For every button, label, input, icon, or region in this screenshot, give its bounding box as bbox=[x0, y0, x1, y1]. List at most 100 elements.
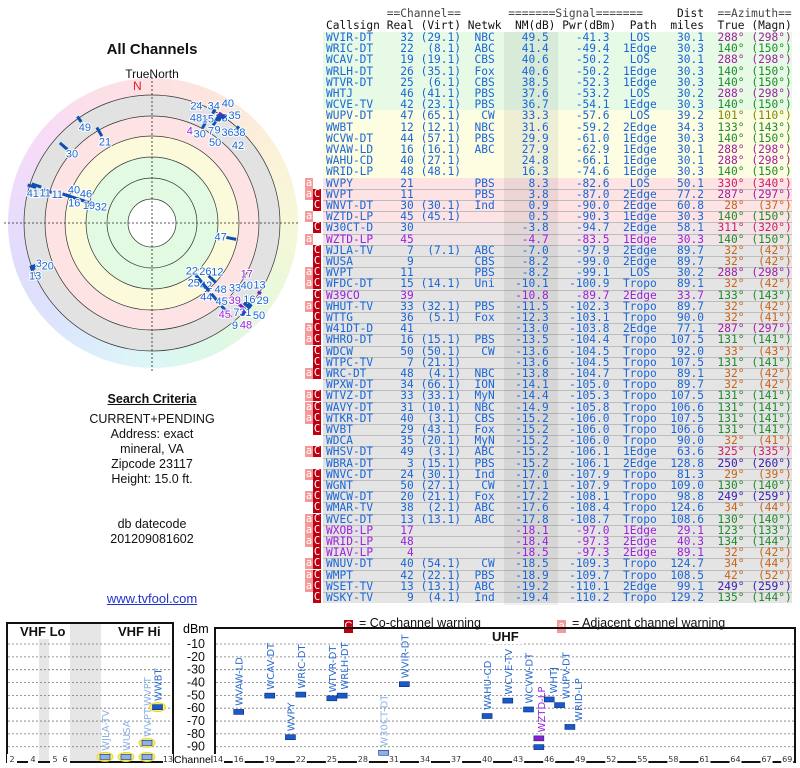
table-row[interactable] bbox=[323, 502, 792, 514]
co-channel-warning-flag: C bbox=[313, 479, 321, 491]
table-row[interactable] bbox=[323, 457, 792, 469]
table-row[interactable] bbox=[323, 144, 792, 156]
cell-mag: (42°) bbox=[758, 277, 792, 291]
cell-net: MyN bbox=[474, 434, 495, 448]
cell-net: ABC bbox=[474, 501, 495, 515]
cell-call: WDCW bbox=[326, 344, 353, 358]
table-row[interactable] bbox=[323, 99, 792, 111]
table-row[interactable] bbox=[323, 536, 792, 548]
criteria-line: mineral, VA bbox=[120, 442, 184, 456]
table-row[interactable] bbox=[323, 211, 792, 223]
x-tick-label: 5 bbox=[52, 755, 57, 764]
table-row[interactable] bbox=[323, 491, 792, 503]
table-row[interactable] bbox=[323, 435, 792, 447]
co-channel-warning-flag: C bbox=[313, 591, 321, 603]
tvfool-link[interactable]: www.tvfool.com bbox=[106, 591, 198, 606]
table-row[interactable] bbox=[323, 132, 792, 144]
table-row[interactable] bbox=[323, 289, 792, 301]
cell-mag: (297°) bbox=[751, 187, 792, 201]
cell-az: 131° bbox=[717, 355, 745, 369]
cell-call: W41DT-D bbox=[326, 322, 374, 336]
table-row[interactable] bbox=[323, 412, 792, 424]
table-row[interactable] bbox=[323, 379, 792, 391]
cell-dist: 39.2 bbox=[677, 109, 704, 123]
cell-az: 140° bbox=[717, 64, 745, 78]
cell-virt: (27.1) bbox=[420, 479, 461, 492]
table-row[interactable] bbox=[323, 334, 792, 346]
table-row[interactable] bbox=[323, 278, 792, 290]
table-row[interactable] bbox=[323, 300, 792, 312]
cell-nm: 0.5 bbox=[528, 210, 549, 224]
table-row[interactable] bbox=[323, 166, 792, 178]
table-row[interactable] bbox=[323, 65, 792, 77]
table-row[interactable] bbox=[323, 580, 792, 592]
station-marker bbox=[95, 126, 104, 137]
table-row[interactable] bbox=[323, 323, 792, 335]
table-row[interactable] bbox=[323, 446, 792, 458]
cell-pwr: -108.1 bbox=[569, 490, 610, 504]
cell-nm: -18.5 bbox=[515, 557, 549, 571]
table-row[interactable] bbox=[323, 424, 792, 436]
table-row[interactable] bbox=[323, 401, 792, 413]
table-row[interactable] bbox=[323, 88, 792, 100]
cell-net: Ind bbox=[474, 467, 495, 481]
table-row[interactable] bbox=[323, 222, 792, 234]
cell-nm: -17.8 bbox=[515, 512, 549, 526]
station-power-marker bbox=[295, 691, 307, 698]
table-row[interactable] bbox=[323, 558, 792, 570]
table-row[interactable] bbox=[323, 547, 792, 559]
cell-az: 32° bbox=[724, 311, 745, 324]
cell-mag: (39°) bbox=[758, 467, 792, 481]
table-row[interactable] bbox=[323, 200, 792, 212]
table-row[interactable] bbox=[323, 110, 792, 122]
table-row[interactable] bbox=[323, 524, 792, 536]
table-row[interactable] bbox=[323, 356, 792, 368]
table-row[interactable] bbox=[323, 121, 792, 133]
cell-net: Fox bbox=[474, 490, 495, 504]
adjacent-warning-flag: a bbox=[305, 579, 313, 592]
cell-virt: (29.1) bbox=[420, 31, 461, 44]
cell-az: 131° bbox=[717, 389, 745, 403]
table-row[interactable] bbox=[323, 368, 792, 380]
cell-call: WPXW-DT bbox=[326, 378, 374, 392]
x-tick-label: 52 bbox=[606, 755, 616, 764]
table-row[interactable] bbox=[323, 244, 792, 256]
table-row[interactable] bbox=[323, 177, 792, 189]
table-row[interactable] bbox=[323, 345, 792, 357]
cell-call: WZTD-LP bbox=[326, 232, 374, 246]
table-row[interactable] bbox=[323, 76, 792, 88]
table-row[interactable] bbox=[323, 32, 792, 44]
table-row[interactable] bbox=[323, 54, 792, 66]
table-row[interactable] bbox=[323, 480, 792, 492]
table-row[interactable] bbox=[323, 592, 792, 604]
table-row[interactable] bbox=[323, 267, 792, 279]
cell-call: WHRO-DT bbox=[326, 333, 374, 347]
station-channel-label: 11 bbox=[39, 188, 50, 200]
station-marker bbox=[221, 114, 226, 119]
table-row[interactable] bbox=[323, 390, 792, 402]
cell-mag: (42°) bbox=[758, 243, 792, 257]
table-row[interactable] bbox=[323, 155, 792, 167]
cell-dist: 30.3 bbox=[677, 98, 704, 112]
table-row[interactable] bbox=[323, 188, 792, 200]
table-row[interactable] bbox=[323, 468, 792, 480]
cell-call: WAHU-CD bbox=[326, 154, 374, 168]
station-marker bbox=[41, 188, 53, 194]
table-row[interactable] bbox=[323, 43, 792, 55]
tick-bg bbox=[636, 754, 649, 766]
table-row[interactable] bbox=[323, 233, 792, 245]
table-row[interactable] bbox=[323, 256, 792, 268]
cell-call: WIAV-LP bbox=[326, 546, 374, 560]
x-tick-label: 37 bbox=[451, 755, 461, 764]
table-row[interactable] bbox=[323, 513, 792, 525]
table-row[interactable] bbox=[323, 312, 792, 324]
cell-mag: (144°) bbox=[751, 591, 792, 604]
table-row[interactable] bbox=[323, 569, 792, 581]
station-power-marker bbox=[152, 704, 163, 710]
cell-nm: -8.2 bbox=[521, 266, 549, 280]
cell-mag: (335°) bbox=[751, 445, 792, 459]
cell-virt: (10.1) bbox=[420, 400, 461, 414]
adjacent-warning-flag: a bbox=[305, 322, 313, 335]
station-channel-label: 13 bbox=[29, 271, 41, 283]
cell-nm: -13.6 bbox=[515, 355, 549, 369]
